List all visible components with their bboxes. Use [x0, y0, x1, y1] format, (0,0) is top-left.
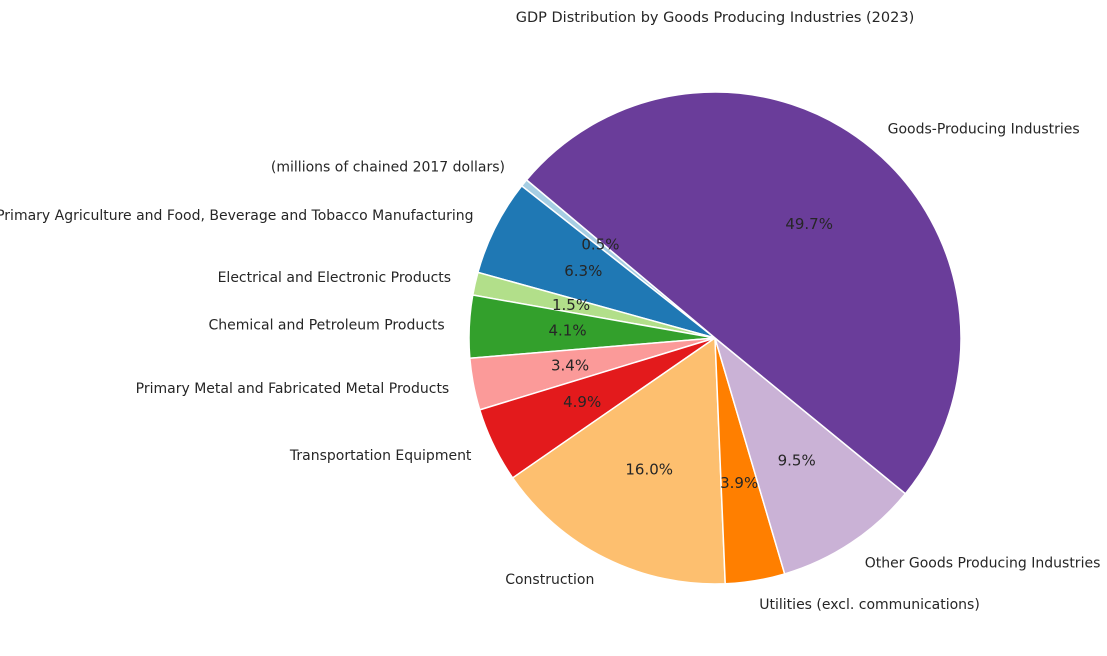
- slice-label-chemical-and-petroleum-products: Chemical and Petroleum Products: [209, 317, 445, 333]
- percent-label-construction: 16.0%: [625, 461, 673, 479]
- slice-label-construction: Construction: [505, 572, 594, 588]
- slice-label-electrical-and-electronic-products: Electrical and Electronic Products: [218, 270, 452, 286]
- slice-label-millions-of-chained-2017-dollars: (millions of chained 2017 dollars): [271, 159, 505, 175]
- percent-label-primary-agriculture-and-food-beverage-and-tobacco-manufacturing: 6.3%: [564, 262, 602, 280]
- slice-label-primary-metal-and-fabricated-metal-products: Primary Metal and Fabricated Metal Produ…: [136, 381, 450, 397]
- category-labels: (millions of chained 2017 dollars) Primar…: [0, 122, 1100, 613]
- percent-label-other-goods-producing-industries: 9.5%: [778, 451, 816, 469]
- pie-slices: [468, 91, 962, 585]
- percent-label-utilities-excl-communications: 3.9%: [720, 474, 758, 492]
- slice-label-transportation-equipment: Transportation Equipment: [289, 448, 472, 464]
- chart-title: GDP Distribution by Goods Producing Indu…: [516, 10, 915, 26]
- percent-label-chemical-and-petroleum-products: 4.1%: [549, 322, 587, 340]
- percent-label-goods-producing-industries: 49.7%: [785, 215, 833, 233]
- percent-label-millions-of-chained-2017-dollars: 0.5%: [581, 235, 619, 253]
- slice-label-utilities-excl-communications: Utilities (excl. communications): [759, 597, 980, 613]
- percent-labels: 0.5% 6.3% 1.5% 4.1% 3.4% 4.9% 16.0% 3.9% 9.5% 49.…: [549, 215, 833, 492]
- pie-slice-goods-producing-industries: [525, 91, 962, 495]
- slice-label-other-goods-producing-industries: Other Goods Producing Industries: [865, 555, 1101, 571]
- slice-label-goods-producing-industries: Goods-Producing Industries: [888, 122, 1080, 138]
- pie-slice-other-goods-producing-industries: [713, 335, 907, 575]
- percent-label-transportation-equipment: 4.9%: [563, 393, 601, 411]
- percent-label-electrical-and-electronic-products: 1.5%: [552, 296, 590, 314]
- slice-label-primary-agriculture-and-food-beverage-and-tobacco-manufacturing: Primary Agriculture and Food, Beverage a…: [0, 208, 474, 224]
- pie-slice-construction: [511, 336, 727, 585]
- percent-label-primary-metal-and-fabricated-metal-products: 3.4%: [551, 356, 589, 374]
